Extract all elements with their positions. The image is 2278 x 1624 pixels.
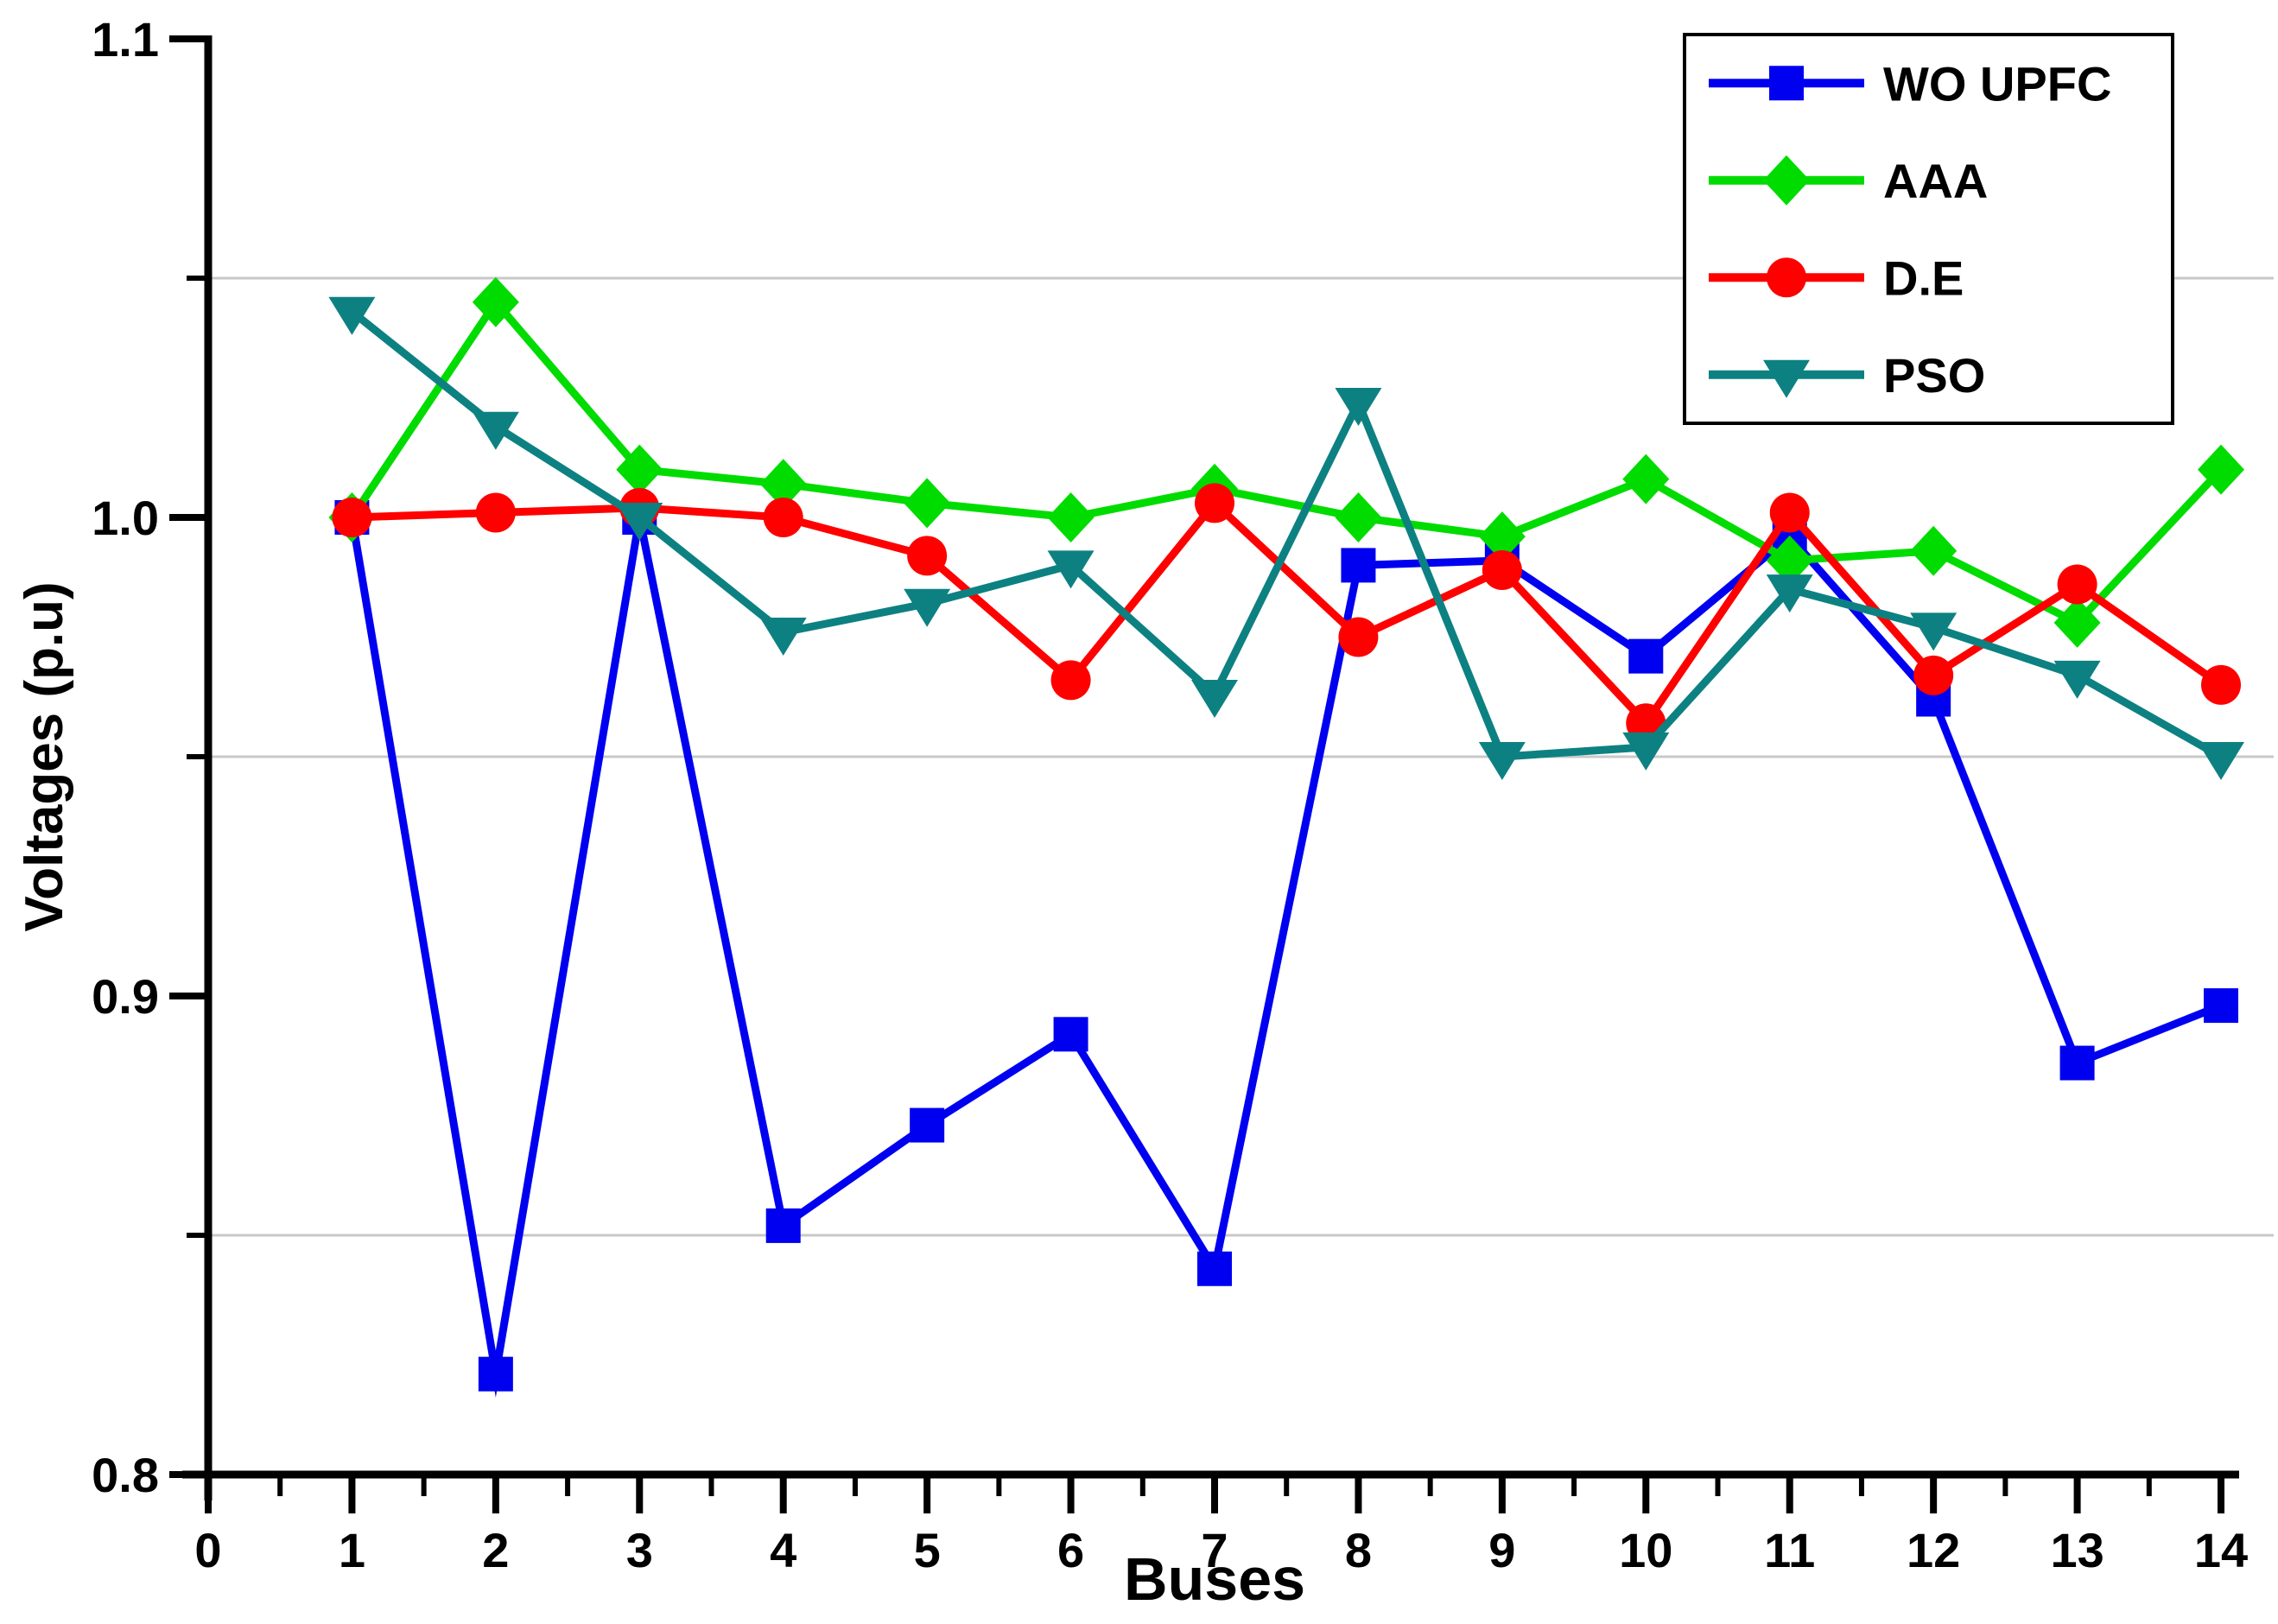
x-tick-label: 4 (770, 1523, 796, 1577)
d-e-marker-bus-8 (1338, 617, 1379, 657)
aaa-marker-bus-3 (616, 444, 663, 495)
series-line-d-e (352, 497, 2224, 730)
series-aaa (328, 276, 2245, 648)
wo-upfc-marker-bus-10 (1628, 638, 1664, 674)
legend-square-icon (1769, 66, 1804, 101)
pso-marker-bus-9 (1478, 742, 1526, 780)
x-tick-label: 11 (1764, 1523, 1815, 1577)
pso-marker-bus-8 (1335, 388, 1382, 427)
d-e-marker-bus-13 (2057, 564, 2097, 605)
series-line-aaa (348, 295, 2224, 628)
legend-label: D.E (1883, 251, 1964, 305)
x-tick-label: 5 (914, 1523, 941, 1577)
pso-marker-bus-2 (472, 411, 519, 450)
legend-diamond-icon (1763, 155, 1810, 206)
x-tick-label: 3 (626, 1523, 653, 1577)
d-e-marker-bus-5 (907, 536, 948, 576)
y-tick-label: 0.9 (92, 969, 159, 1024)
x-tick-label: 6 (1057, 1523, 1084, 1577)
y-axis-title: Voltages (p.u) (15, 581, 74, 931)
legend-triangle-down-icon (1763, 359, 1810, 398)
d-e-marker-bus-6 (1050, 660, 1091, 701)
pso-marker-bus-14 (2198, 742, 2245, 780)
d-e-marker-bus-11 (1769, 492, 1810, 533)
x-tick-label: 8 (1345, 1523, 1372, 1577)
x-tick-label: 1 (339, 1523, 365, 1577)
d-e-marker-bus-1 (332, 498, 372, 537)
wo-upfc-marker-bus-2 (478, 1356, 513, 1392)
d-e-marker-bus-14 (2201, 664, 2242, 705)
aaa-marker-bus-9 (1478, 511, 1526, 562)
axes: 1.11.00.90.80 1 2 3 4 5 6 7 8 9 10 11 12 13 14 (92, 12, 2248, 1577)
aaa-marker-bus-8 (1335, 492, 1382, 542)
pso-marker-bus-13 (2053, 660, 2101, 699)
wo-upfc-marker-bus-4 (765, 1208, 801, 1243)
legend-entry-aaa: AAA (1709, 154, 1988, 208)
aaa-marker-bus-10 (1622, 454, 1670, 504)
aaa-marker-bus-13 (2053, 597, 2101, 648)
legend: WO UPFC AAA D.E PSO (1683, 33, 2174, 425)
x-tick-label: 9 (1488, 1523, 1515, 1577)
pso-marker-bus-3 (616, 503, 663, 541)
wo-upfc-marker-bus-14 (2204, 988, 2239, 1024)
x-tick-label: 0 (194, 1523, 221, 1577)
wo-upfc-marker-bus-13 (2059, 1045, 2095, 1081)
wo-upfc-marker-bus-6 (1053, 1017, 1088, 1052)
d-e-marker-bus-7 (1195, 483, 1235, 523)
legend-entry-pso: PSO (1709, 348, 1985, 403)
series-d-e (332, 483, 2242, 744)
series-line-pso (349, 308, 2224, 761)
legend-entry-wo-upfc: WO UPFC (1709, 56, 2111, 111)
x-tick-label: 2 (482, 1523, 509, 1577)
aaa-marker-bus-6 (1047, 492, 1095, 542)
aaa-marker-bus-4 (759, 459, 807, 510)
series-line-wo-upfc (347, 496, 2223, 1398)
d-e-marker-bus-2 (475, 492, 516, 533)
x-tick-label: 7 (1201, 1523, 1228, 1577)
legend-label: PSO (1883, 348, 1985, 403)
aaa-marker-bus-5 (904, 478, 951, 529)
x-tick-label: 10 (1619, 1523, 1672, 1577)
y-tick-label: 0.8 (92, 1448, 159, 1502)
x-tick-label: 14 (2194, 1523, 2248, 1577)
legend-entry-d-e: D.E (1709, 251, 1964, 305)
aaa-marker-bus-12 (1910, 525, 1958, 576)
legend-circle-icon (1767, 257, 1806, 298)
aaa-marker-bus-14 (2198, 444, 2245, 495)
x-tick-label: 13 (2050, 1523, 2104, 1577)
aaa-marker-bus-11 (1766, 535, 1813, 586)
pso-marker-bus-7 (1191, 679, 1239, 718)
wo-upfc-marker-bus-8 (1341, 548, 1376, 583)
pso-marker-bus-1 (328, 296, 376, 335)
x-axis-title: Buses (1124, 1545, 1305, 1613)
wo-upfc-marker-bus-7 (1197, 1251, 1233, 1286)
legend-box (1683, 33, 2174, 425)
d-e-marker-bus-4 (763, 498, 803, 537)
pso-marker-bus-12 (1910, 612, 1958, 651)
series-pso (328, 296, 2245, 780)
pso-marker-bus-6 (1047, 550, 1095, 589)
pso-marker-bus-5 (904, 588, 951, 627)
legend-label: WO UPFC (1883, 56, 2111, 111)
pso-marker-bus-11 (1766, 574, 1813, 613)
y-tick-label: 1.1 (92, 12, 159, 67)
wo-upfc-marker-bus-5 (910, 1107, 945, 1143)
d-e-marker-bus-12 (1913, 655, 1954, 695)
y-tick-label: 1.0 (92, 491, 159, 545)
x-tick-label: 12 (1907, 1523, 1960, 1577)
d-e-marker-bus-9 (1482, 549, 1522, 590)
pso-marker-bus-4 (759, 617, 807, 656)
pso-marker-bus-10 (1622, 732, 1670, 771)
legend-label: AAA (1883, 154, 1988, 208)
aaa-marker-bus-2 (472, 276, 519, 327)
